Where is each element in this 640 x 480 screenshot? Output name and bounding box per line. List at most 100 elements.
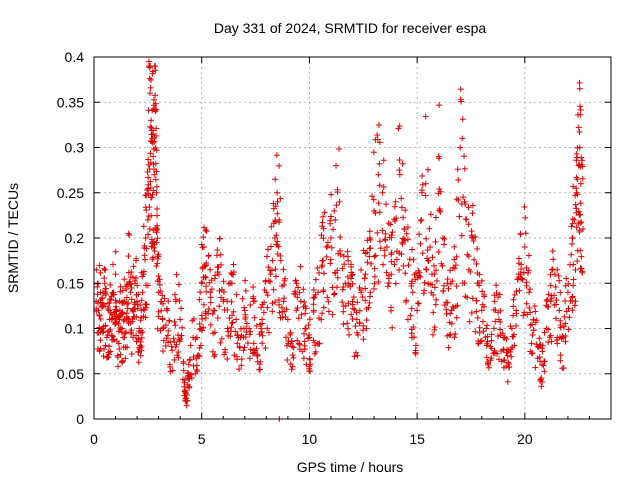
- data-point: [527, 286, 534, 293]
- data-point: [183, 392, 190, 399]
- data-point: [301, 330, 308, 337]
- data-point: [162, 342, 169, 349]
- data-point: [153, 262, 160, 269]
- data-point: [366, 245, 373, 252]
- data-point: [420, 290, 427, 297]
- data-point: [283, 334, 290, 341]
- data-point: [236, 366, 243, 373]
- data-point: [187, 342, 194, 349]
- data-point: [230, 308, 237, 315]
- data-point: [145, 190, 152, 197]
- data-point: [146, 204, 153, 211]
- data-point: [351, 306, 358, 313]
- data-point: [292, 277, 299, 284]
- data-point: [385, 272, 392, 279]
- data-point: [348, 263, 355, 270]
- data-point: [565, 305, 572, 312]
- data-point: [344, 248, 351, 255]
- data-point: [125, 320, 132, 327]
- data-point: [106, 299, 113, 306]
- data-point: [496, 291, 503, 298]
- data-point: [532, 319, 539, 326]
- data-point: [287, 331, 294, 338]
- data-point: [544, 303, 551, 310]
- data-point: [139, 329, 146, 336]
- data-point: [408, 280, 415, 287]
- data-point: [213, 252, 220, 259]
- data-point: [247, 328, 254, 335]
- data-point: [196, 320, 203, 327]
- data-point: [216, 235, 223, 242]
- data-point: [310, 301, 317, 308]
- data-point: [195, 352, 202, 359]
- data-point: [276, 309, 283, 316]
- data-point: [121, 334, 128, 341]
- data-point: [147, 150, 154, 157]
- data-point: [432, 267, 439, 274]
- data-point: [228, 320, 235, 327]
- data-point: [488, 345, 495, 352]
- data-point: [177, 316, 184, 323]
- data-point: [125, 230, 132, 237]
- data-point: [339, 265, 346, 272]
- data-point: [333, 162, 340, 169]
- data-point: [570, 183, 577, 190]
- data-point: [349, 271, 356, 278]
- data-point: [428, 289, 435, 296]
- data-point: [523, 300, 530, 307]
- data-point: [507, 348, 514, 355]
- data-point: [506, 360, 513, 367]
- data-point: [391, 203, 398, 210]
- data-point: [329, 311, 336, 318]
- data-point: [451, 334, 458, 341]
- data-point: [337, 234, 344, 241]
- data-point: [188, 375, 195, 382]
- data-point: [448, 320, 455, 327]
- data-point: [428, 271, 435, 278]
- data-point: [330, 291, 337, 298]
- data-point: [310, 308, 317, 315]
- data-point: [369, 193, 376, 200]
- data-point: [318, 316, 325, 323]
- data-point: [330, 226, 337, 233]
- data-point: [576, 79, 583, 86]
- data-point: [544, 296, 551, 303]
- data-point: [548, 266, 555, 273]
- data-point: [270, 286, 277, 293]
- data-point: [436, 185, 443, 192]
- data-point: [242, 333, 249, 340]
- data-point: [175, 281, 182, 288]
- data-point: [382, 237, 389, 244]
- data-point: [411, 271, 418, 278]
- data-point: [193, 334, 200, 341]
- data-point: [472, 233, 479, 240]
- data-point: [577, 180, 584, 187]
- data-point: [145, 231, 152, 238]
- data-point: [573, 205, 580, 212]
- data-point: [572, 201, 579, 208]
- data-point: [205, 310, 212, 317]
- data-point: [483, 354, 490, 361]
- data-point: [199, 244, 206, 251]
- data-point: [578, 265, 585, 272]
- data-point: [151, 248, 158, 255]
- data-point: [152, 63, 159, 70]
- data-point: [342, 280, 349, 287]
- data-point: [327, 235, 334, 241]
- data-point: [367, 289, 374, 296]
- data-point: [142, 314, 149, 321]
- data-point: [135, 291, 142, 298]
- data-point: [478, 337, 485, 344]
- data-point: [425, 257, 432, 264]
- data-point: [562, 338, 569, 345]
- data-point: [156, 276, 163, 283]
- data-point: [396, 167, 403, 174]
- data-point: [325, 308, 332, 315]
- data-point: [356, 307, 363, 314]
- data-point: [554, 266, 561, 273]
- data-point: [264, 325, 271, 332]
- data-point: [339, 286, 346, 293]
- data-point: [301, 299, 308, 306]
- data-point: [150, 187, 157, 194]
- data-point: [124, 305, 131, 312]
